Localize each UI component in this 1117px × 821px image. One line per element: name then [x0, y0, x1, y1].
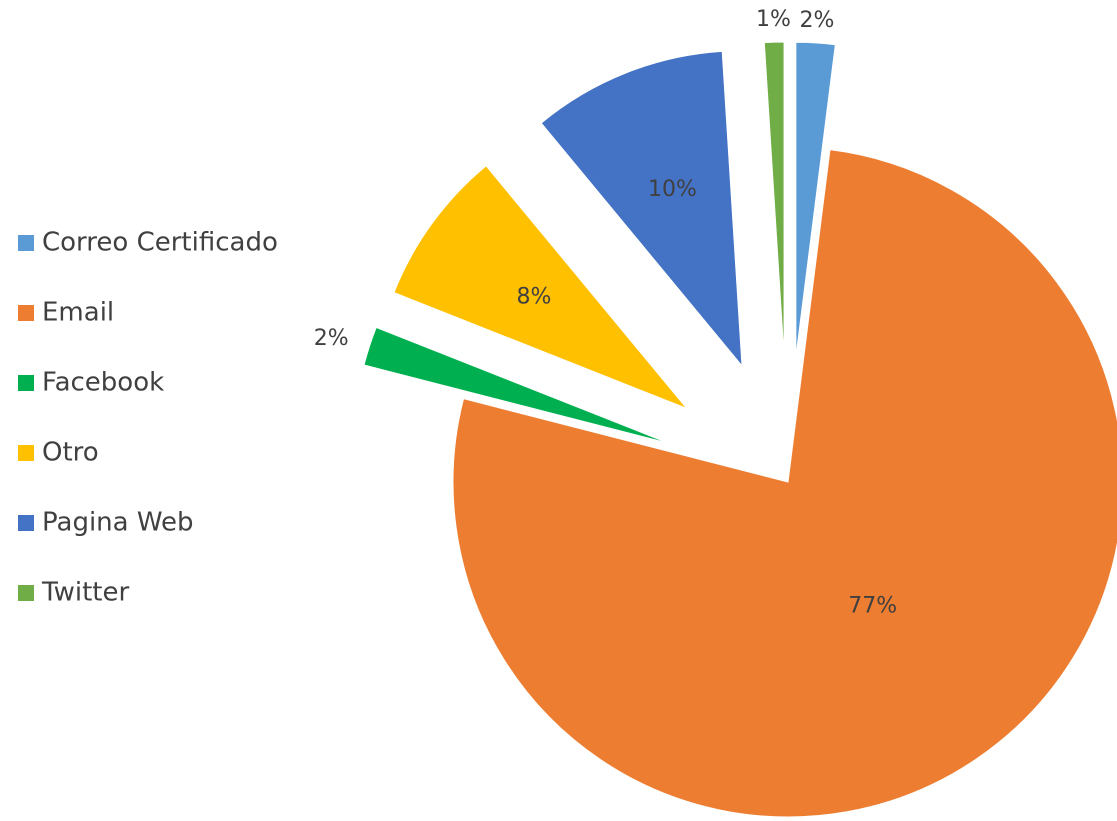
data-label: 2% [800, 8, 835, 33]
data-label: 1% [756, 7, 791, 32]
legend-swatch [18, 445, 34, 461]
data-label: 10% [648, 177, 697, 202]
legend-label: Facebook [42, 368, 164, 398]
legend-swatch [18, 375, 34, 391]
pie-slice [763, 41, 785, 358]
data-label: 8% [517, 284, 552, 309]
pie-slice [393, 165, 688, 409]
legend-swatch [18, 585, 34, 601]
legend-label: Correo Certificado [42, 228, 278, 258]
data-label: 77% [848, 594, 897, 619]
legend-label: Twitter [41, 578, 129, 608]
legend-swatch [18, 235, 34, 251]
pie-slice [795, 41, 836, 358]
legend-swatch [18, 305, 34, 321]
legend-label: Email [42, 298, 114, 328]
pie-slice [452, 149, 1117, 818]
legend-swatch [18, 515, 34, 531]
legend-label: Otro [42, 438, 99, 468]
pie-slice [540, 50, 743, 368]
data-label: 2% [314, 326, 349, 351]
pie-slice [363, 326, 670, 444]
legend-label: Pagina Web [42, 508, 194, 538]
